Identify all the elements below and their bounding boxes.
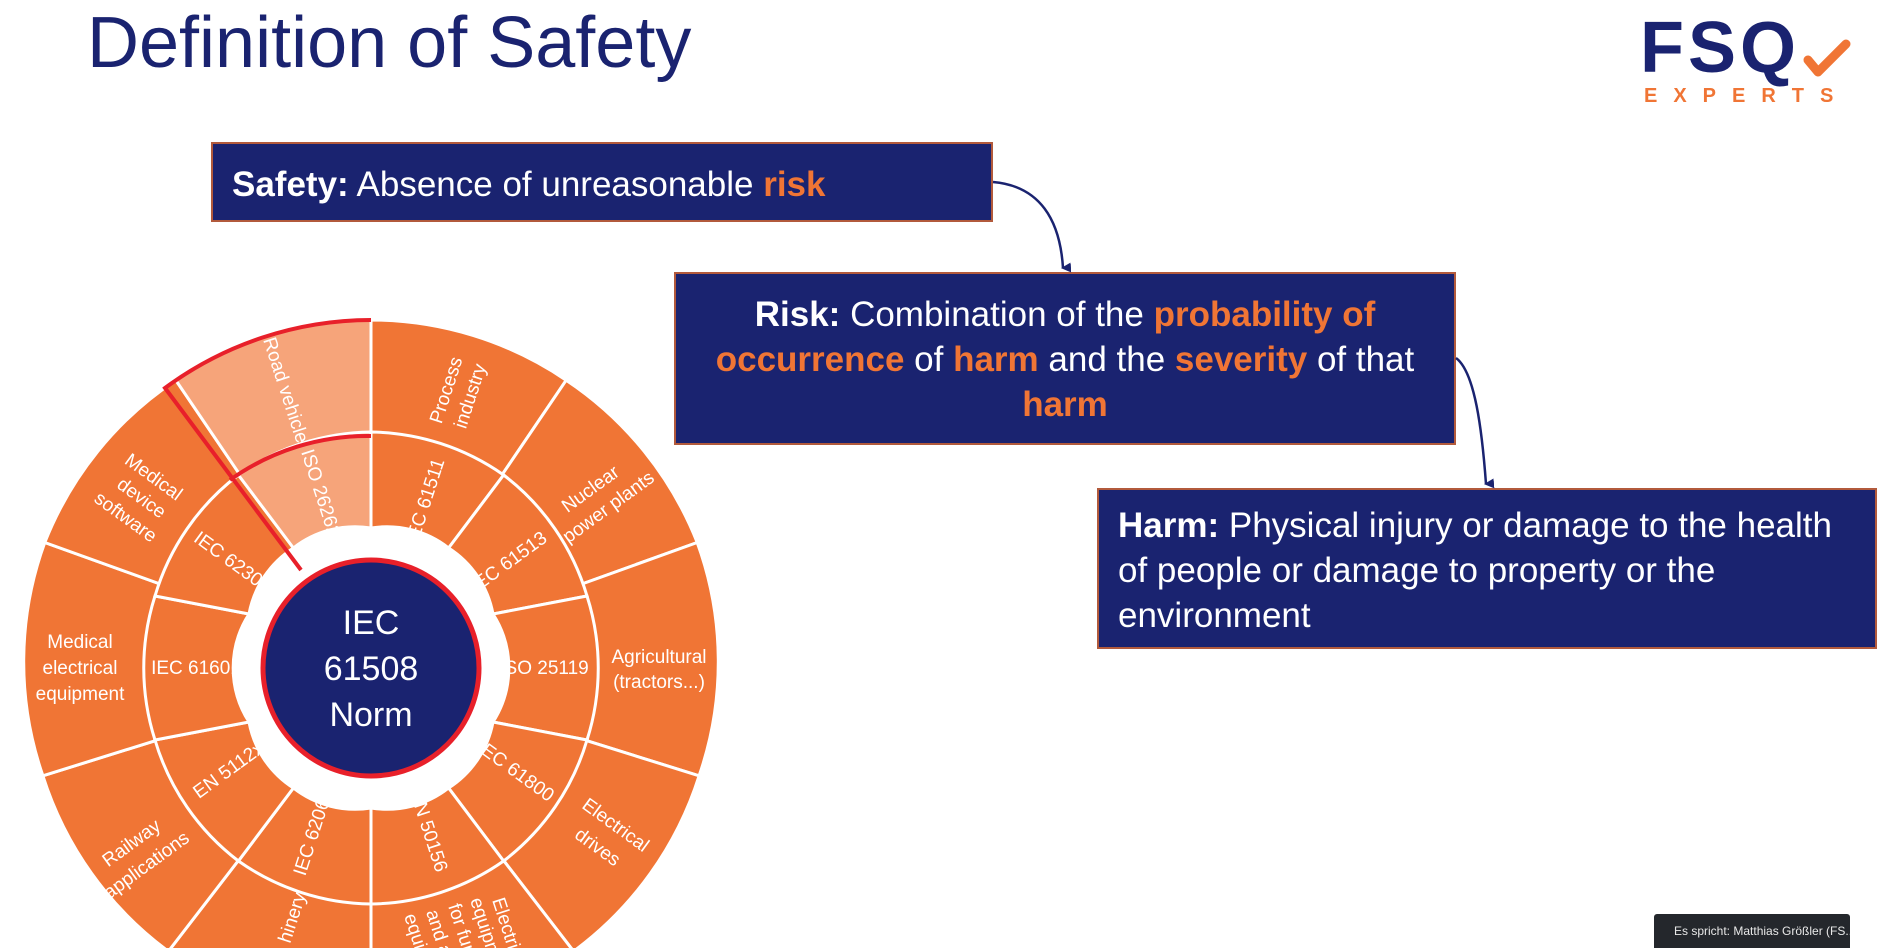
risk-highlight-harm: harm — [953, 340, 1039, 379]
harm-definition-box: Harm: Physical injury or damage to the h… — [1097, 488, 1877, 649]
label-medeq-2: electrical — [43, 658, 118, 679]
arrow-risk-to-harm — [1455, 356, 1495, 489]
safety-definition-box: Safety: Absence of unreasonable risk — [211, 142, 993, 222]
risk-text-4: of that — [1307, 340, 1415, 379]
label-medeq-3: equipment — [36, 684, 125, 705]
inner-ring — [142, 430, 600, 906]
label-medeq-1: Medical — [47, 632, 112, 653]
center-label-2: 61508 — [324, 650, 419, 688]
risk-text-1: Combination of the — [840, 295, 1154, 334]
check-icon — [1803, 39, 1851, 77]
label-iso-25119: ISO 25119 — [499, 658, 588, 679]
risk-highlight-probability: probability of occurrence — [715, 295, 1376, 379]
page-title: Definition of Safety — [87, 3, 692, 83]
safety-highlight-risk: risk — [763, 165, 826, 204]
standards-wheel: IEC 61508 Norm ISO 26262 IEC 61511 IEC 6… — [22, 318, 720, 948]
arrow-safety-to-risk — [992, 180, 1072, 273]
risk-definition-box: Risk: Combination of the probability of … — [674, 272, 1456, 445]
label-agri-2: (tractors...) — [613, 672, 705, 693]
safety-term: Safety: — [232, 165, 349, 204]
center-circle — [260, 557, 482, 779]
risk-text-3: and the — [1038, 340, 1175, 379]
label-iec-61601: IEC 61601 — [151, 658, 241, 679]
label-agri-1: Agricultural — [611, 647, 706, 668]
risk-text-2: of — [904, 340, 954, 379]
harm-text: Physical injury or damage to the health … — [1118, 506, 1832, 635]
safety-text: Absence of unreasonable — [348, 165, 764, 204]
logo-text: FSQ — [1640, 10, 1800, 88]
center-label-3: Norm — [329, 696, 412, 734]
harm-term: Harm: — [1118, 506, 1220, 545]
fsq-experts-logo: FSQ EXPERTS — [1640, 10, 1851, 105]
risk-highlight-harm-2: harm — [1022, 385, 1108, 424]
logo-subtitle: EXPERTS — [1644, 85, 1849, 105]
highlight-outline — [162, 318, 372, 572]
center-label-1: IEC — [343, 604, 400, 642]
risk-highlight-severity: severity — [1174, 340, 1308, 379]
risk-term: Risk: — [754, 295, 841, 334]
speaker-indicator: Es spricht: Matthias Größler (FS... — [1654, 914, 1850, 948]
